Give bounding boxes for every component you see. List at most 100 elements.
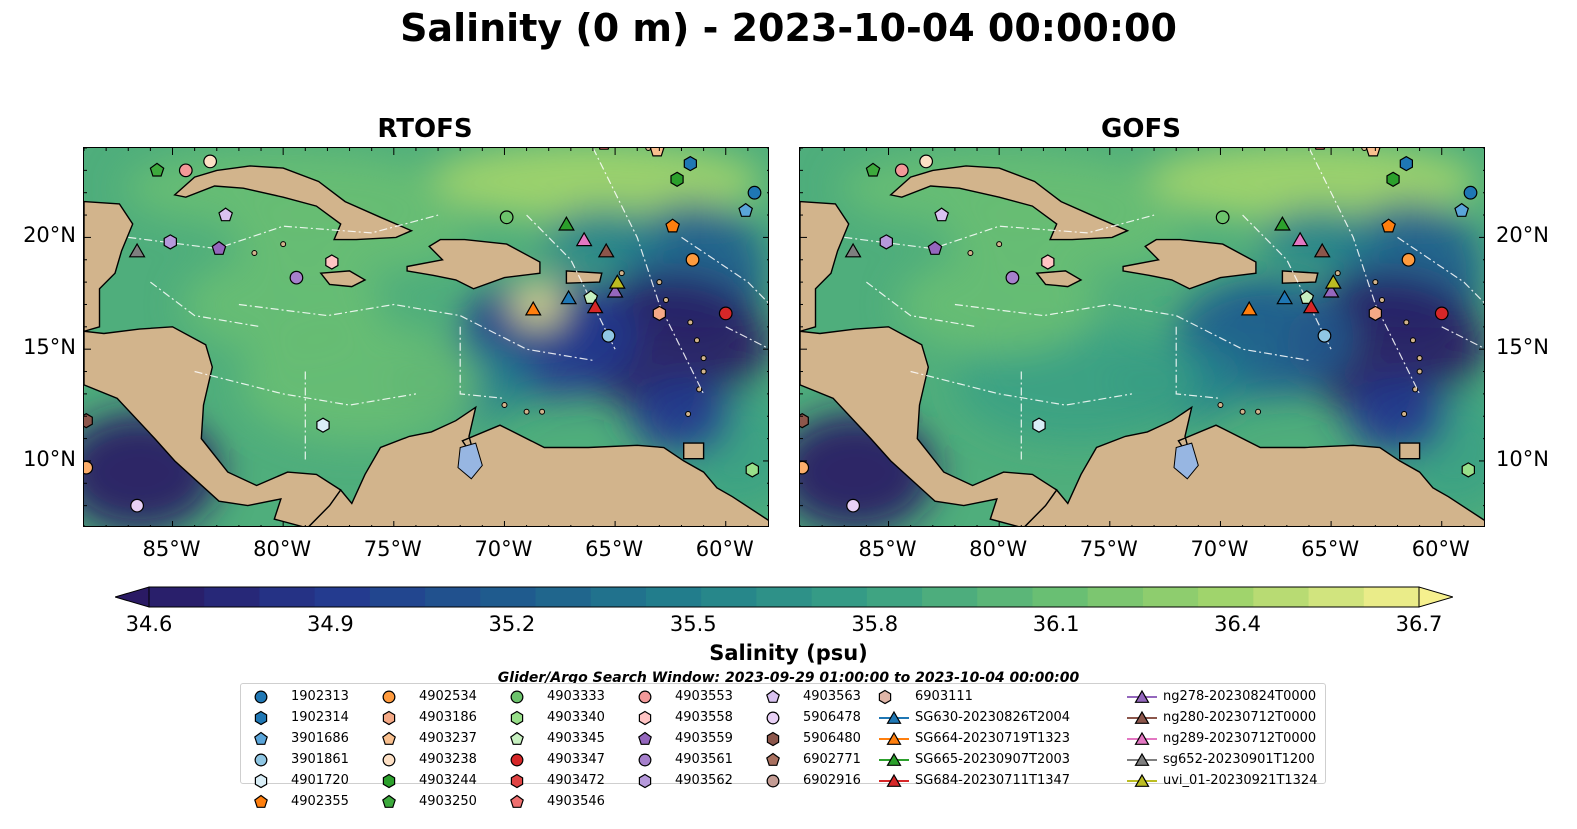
legend-marker-icon [510,710,524,726]
figure-title: Salinity (0 m) - 2023-10-04 00:00:00 [400,6,1177,50]
argo-float-1902314 [1399,155,1414,172]
legend-marker [638,731,652,745]
legend-marker-icon [1127,731,1157,745]
map-panel-gofs[interactable] [799,147,1485,527]
legend-item: 3901686 [253,728,349,749]
argo-float-4903250 [149,162,165,177]
legend-marker-icon [382,690,396,704]
legend-item: 4903563 [765,686,861,707]
colorbar-tick: 36.7 [1395,612,1443,636]
argo-float-4903561 [1005,270,1020,285]
legend-marker-icon [879,752,909,766]
legend-item: 4903562 [637,770,733,791]
glider-ng289-20230712T0000 [1291,231,1309,247]
legend-item: 4903340 [509,707,605,728]
legend-item: 4903186 [381,707,477,728]
land-jamaica [319,270,367,288]
colorbar-segment [701,587,757,607]
land-trinidad [683,442,705,460]
legend-item: SG664-20230719T1323 [877,728,1070,749]
glider-SG664-20230719T1323 [1240,300,1258,316]
search-window-text: Glider/Argo Search Window: 2023-09-29 01… [497,670,1080,686]
legend-item: 4903472 [509,770,605,791]
argo-float-4903563 [218,207,234,222]
legend-label: SG630-20230826T2004 [915,710,1071,725]
argo-float-5906480 [800,413,809,429]
colorbar-segment [480,587,537,607]
legend-marker-icon [878,689,892,705]
map-panel-rtofs[interactable] [83,147,769,527]
legend-item: 6903111 [877,686,973,707]
argo-float-4903558 [325,254,339,270]
colorbar-segment [756,587,813,607]
legend-label: sg652-20230901T1200 [1163,752,1315,767]
colorbar-segment [645,587,702,607]
legend-label: 4903345 [547,731,605,746]
legend-label: ng278-20230824T0000 [1163,689,1317,704]
legend-label: 4903237 [419,731,477,746]
glider-ng289-20230712T0000 [575,231,593,247]
argo-float-1902313 [1463,185,1478,200]
legend-marker [510,773,524,789]
lon-label-rtofs: 80°W [253,537,312,561]
legend-label: 6902771 [803,752,861,767]
colorbar-tick: 36.4 [1214,612,1261,636]
argo-float-1902314 [683,155,698,172]
legend-label: 4903472 [547,773,605,788]
legend-marker-icon [638,731,652,745]
legend-item: 4903558 [637,707,733,728]
legend-item: ng289-20230712T0000 [1125,728,1316,749]
argo-float-3901686 [738,202,754,217]
legend-marker [766,689,780,703]
argo-markers [800,148,1478,513]
legend-label: 4902534 [419,689,477,704]
colorbar-segment [149,587,205,607]
legend-label: 4903186 [419,710,477,725]
argo-float-4903546 [1314,148,1326,150]
argo-float-4903558 [1041,254,1055,270]
argo-float-4903340 [745,462,760,478]
colorbar-segment [425,587,481,607]
legend-label: SG684-20230711T1347 [915,773,1071,788]
colorbar-tick: 36.1 [1032,612,1080,636]
legend-item: 4903561 [637,749,733,770]
legend-marker [878,689,892,705]
legend-marker-icon [254,690,268,704]
colorbar-label: Salinity (psu) [709,641,868,665]
legend-marker [254,731,268,745]
legend-marker-icon [510,753,524,767]
glider-uvi_01-20230921T1324 [1324,274,1342,289]
legend-label: SG664-20230719T1323 [915,731,1071,746]
argo-float-4903186 [652,305,667,322]
colorbar-segment [1198,587,1254,607]
land-trinidad [1399,442,1421,460]
legend-marker-icon [1127,710,1157,724]
legend-item: SG665-20230907T2003 [877,749,1070,770]
legend-label: 4903546 [547,794,605,809]
legend-marker [1134,731,1150,745]
argo-float-4901720 [316,417,330,433]
glider-sg652-20230901T1200 [844,242,862,258]
legend-marker-icon [254,731,268,745]
lon-label-gofs: 85°W [858,537,917,561]
argo-float-4903244 [1386,171,1400,187]
legend-label: 6903111 [915,689,973,704]
legend-marker [886,710,902,724]
lon-label-gofs: 70°W [1190,537,1249,561]
legend-item: 4903238 [381,749,477,770]
legend-label: 5906480 [803,731,861,746]
legend-item: SG630-20230826T2004 [877,707,1070,728]
colorbar-segment [1308,587,1365,607]
argo-float-4903237 [1365,148,1381,157]
argo-float-4903347 [718,306,733,321]
legend-marker [1134,710,1150,724]
legend-marker-icon [510,773,524,789]
legend-marker-icon [879,710,909,724]
legend-marker [382,690,396,704]
legend-marker [510,731,524,745]
legend-item: 4902355 [253,791,349,812]
colorbar-segment [866,587,923,607]
legend-item: 4903345 [509,728,605,749]
argo-float-4902534 [1401,252,1416,267]
glider-ng280-20230712T0000 [1313,242,1331,258]
